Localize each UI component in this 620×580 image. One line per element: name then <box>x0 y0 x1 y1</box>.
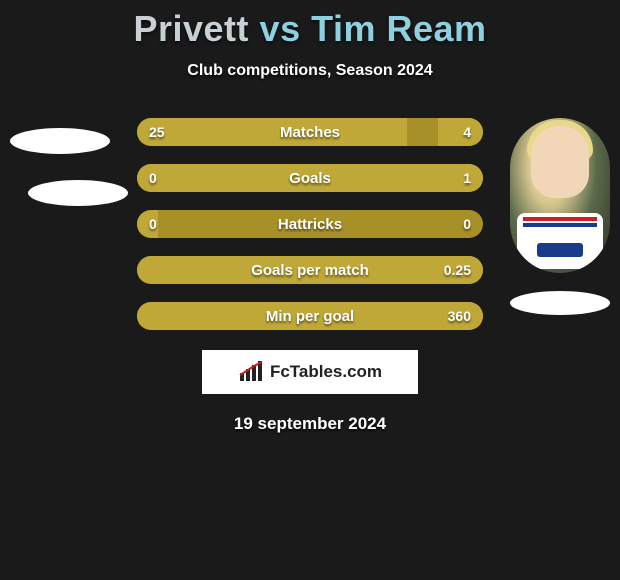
fctables-logo: FcTables.com <box>202 350 418 394</box>
stat-value-left: 0 <box>149 164 157 192</box>
stat-value-right: 360 <box>448 302 471 330</box>
shadow-icon <box>510 291 610 315</box>
logo-text: FcTables.com <box>270 362 382 382</box>
stat-value-left: 25 <box>149 118 165 146</box>
stat-bar: Goals per match0.25 <box>137 256 483 284</box>
avatar-icon <box>510 118 610 273</box>
stat-bar: Matches25 4 <box>137 118 483 146</box>
stat-label: Matches <box>137 118 483 146</box>
player2-name: Tim Ream <box>311 8 486 49</box>
stat-bar: Min per goal360 <box>137 302 483 330</box>
stat-label: Goals <box>137 164 483 192</box>
placeholder-icon <box>28 180 128 206</box>
placeholder-icon <box>10 128 110 154</box>
stat-bar: Hattricks0 0 <box>137 210 483 238</box>
stat-bars: Matches254Goals01Hattricks00Goals per ma… <box>137 118 483 330</box>
date-label: 19 september 2024 <box>0 414 620 434</box>
stat-value-right: 1 <box>463 164 471 192</box>
stat-label: Min per goal <box>137 302 483 330</box>
stat-label: Hattricks <box>137 210 483 238</box>
player1-name: Privett <box>133 8 249 49</box>
comparison-title: Privett vs Tim Ream <box>0 0 620 50</box>
stat-label: Goals per match <box>137 256 483 284</box>
subtitle: Club competitions, Season 2024 <box>0 62 620 80</box>
comparison-content: Matches254Goals01Hattricks00Goals per ma… <box>0 118 620 434</box>
player2-portrait <box>510 118 610 315</box>
stat-bar: Goals0 1 <box>137 164 483 192</box>
stat-value-right: 0.25 <box>444 256 471 284</box>
stat-value-left: 0 <box>149 210 157 238</box>
bars-icon <box>238 361 264 383</box>
stat-value-right: 0 <box>463 210 471 238</box>
vs-label: vs <box>260 8 301 49</box>
stat-value-right: 4 <box>463 118 471 146</box>
